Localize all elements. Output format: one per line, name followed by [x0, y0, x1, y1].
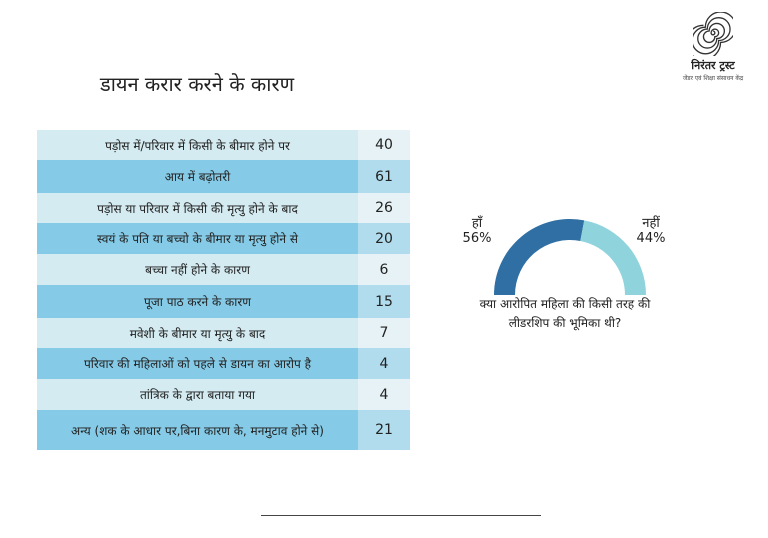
gauge-no-name: नहीं — [642, 216, 660, 231]
table-row: आय में बढ़ोतरी 61 — [37, 160, 410, 193]
reasons-table: पड़ोस में/परिवार में किसी के बीमार होने … — [37, 130, 410, 450]
page-title: डायन करार करने के कारण — [100, 72, 295, 96]
row-value: 61 — [358, 160, 410, 193]
row-label: अन्य (शक के आधार पर,बिना कारण के, मनमुटा… — [37, 410, 358, 450]
gauge-slice-0 — [494, 219, 585, 295]
row-label: आय में बढ़ोतरी — [37, 160, 358, 193]
table-row: पूजा पाठ करने के कारण 15 — [37, 285, 410, 318]
table-row: अन्य (शक के आधार पर,बिना कारण के, मनमुटा… — [37, 410, 410, 450]
logo: निरंतर ट्रस्ट जेंडर एवं शिक्षा संसाधन के… — [668, 10, 758, 82]
row-value: 40 — [358, 130, 410, 160]
row-value: 15 — [358, 285, 410, 318]
gauge-yes-name: हाँ — [471, 216, 483, 231]
logo-tagline: जेंडर एवं शिक्षा संसाधन केंद्र — [682, 75, 744, 82]
row-label: परिवार की महिलाओं को पहले से डायन का आरो… — [37, 348, 358, 379]
table-row: मवेशी के बीमार या मृत्यु के बाद 7 — [37, 318, 410, 348]
spiral-icon — [693, 12, 733, 56]
table-row: बच्चा नहीं होने के कारण 6 — [37, 254, 410, 285]
row-label: मवेशी के बीमार या मृत्यु के बाद — [37, 318, 358, 348]
gauge-no-value: 44% — [636, 231, 666, 246]
logo-name: निरंतर ट्रस्ट — [691, 59, 735, 72]
row-value: 6 — [358, 254, 410, 285]
row-value: 4 — [358, 379, 410, 410]
table-row: पड़ोस में/परिवार में किसी के बीमार होने … — [37, 130, 410, 160]
row-label: बच्चा नहीं होने के कारण — [37, 254, 358, 285]
row-value: 26 — [358, 193, 410, 223]
leadership-gauge — [494, 219, 646, 295]
row-value: 20 — [358, 223, 410, 254]
row-label: स्वयं के पति या बच्चो के बीमार या मृत्यु… — [37, 223, 358, 254]
table-row: स्वयं के पति या बच्चो के बीमार या मृत्यु… — [37, 223, 410, 254]
table-row: पड़ोस या परिवार में किसी की मृत्यु होने … — [37, 193, 410, 223]
row-label: पड़ोस में/परिवार में किसी के बीमार होने … — [37, 130, 358, 160]
row-label: पूजा पाठ करने के कारण — [37, 285, 358, 318]
gauge-yes-value: 56% — [462, 231, 492, 246]
row-value: 21 — [358, 410, 410, 450]
gauge-question: क्या आरोपित महिला की किसी तरह की लीडरशिप… — [479, 297, 651, 330]
table-row: परिवार की महिलाओं को पहले से डायन का आरो… — [37, 348, 410, 379]
gauge-slice-1 — [580, 220, 646, 295]
row-label: पड़ोस या परिवार में किसी की मृत्यु होने … — [37, 193, 358, 223]
row-value: 4 — [358, 348, 410, 379]
gauge-yes-label: हाँ 56% — [452, 213, 502, 246]
table-row: तांत्रिक के द्वारा बताया गया 4 — [37, 379, 410, 410]
row-value: 7 — [358, 318, 410, 348]
divider — [261, 515, 541, 516]
gauge-no-label: नहीं 44% — [626, 213, 676, 246]
row-label: तांत्रिक के द्वारा बताया गया — [37, 379, 358, 410]
